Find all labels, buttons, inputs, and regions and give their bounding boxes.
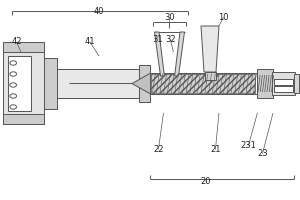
Polygon shape	[132, 73, 151, 94]
Text: 10: 10	[218, 14, 229, 22]
Polygon shape	[175, 32, 184, 76]
Bar	[256, 69, 273, 98]
Text: 23: 23	[257, 150, 268, 158]
Bar	[205, 72, 216, 80]
Text: 231: 231	[241, 142, 256, 150]
Bar	[272, 72, 295, 95]
Bar	[3, 44, 43, 124]
Polygon shape	[154, 32, 164, 76]
Text: 41: 41	[85, 38, 95, 46]
Bar	[3, 114, 43, 124]
Bar	[8, 56, 31, 111]
Circle shape	[10, 105, 16, 109]
Polygon shape	[201, 26, 219, 72]
Text: 40: 40	[94, 6, 104, 16]
Circle shape	[10, 72, 16, 76]
Bar	[3, 42, 43, 52]
Circle shape	[10, 94, 16, 98]
Bar	[44, 58, 57, 109]
Bar	[57, 69, 140, 98]
Text: 20: 20	[200, 178, 211, 186]
Text: 31: 31	[152, 36, 163, 45]
Bar	[274, 86, 293, 92]
Circle shape	[10, 61, 16, 65]
Text: 42: 42	[11, 38, 22, 46]
Bar	[139, 65, 150, 102]
Bar	[294, 74, 299, 93]
Bar	[151, 74, 255, 93]
Bar	[150, 73, 256, 94]
Text: 32: 32	[165, 36, 176, 45]
Text: 30: 30	[164, 14, 175, 22]
Text: 22: 22	[153, 146, 164, 154]
Circle shape	[10, 83, 16, 87]
Text: 21: 21	[210, 146, 220, 154]
Bar	[274, 79, 293, 85]
